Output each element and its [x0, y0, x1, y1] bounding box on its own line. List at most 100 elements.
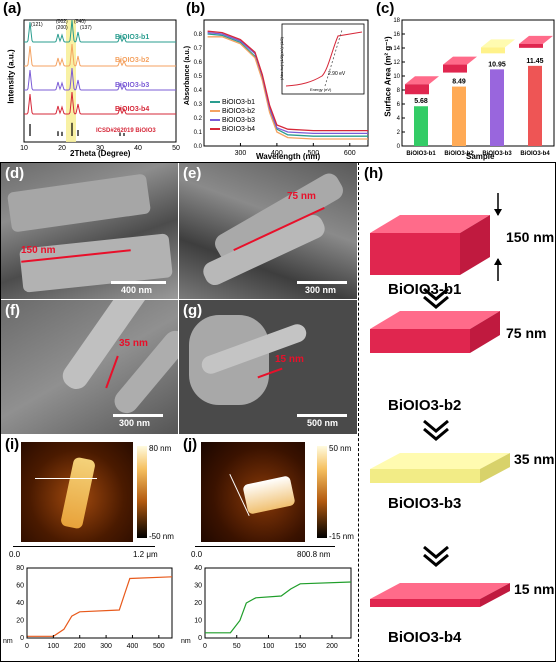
scale-bar-label: 400 nm	[121, 285, 153, 295]
x-tick-label: 500	[153, 643, 165, 650]
sem-image-g: 15 nm 500 nm (g)	[179, 300, 357, 434]
scan-start: 0.0	[191, 550, 203, 559]
scan-axis	[195, 546, 335, 547]
arrow-icon	[494, 258, 502, 265]
legend: BiOIO3-b1 BiOIO3-b2 BiOIO3-b3 BiOIO3-b4	[210, 98, 255, 134]
chevron-down-icon	[423, 545, 449, 567]
sample-label: BiOIO3-b4	[388, 629, 462, 646]
x-tick-label: 100	[48, 643, 60, 650]
x-tick-label: 40	[134, 145, 142, 152]
divider	[358, 162, 360, 662]
y-tick-label: 20	[194, 600, 202, 607]
sem-image-d: 150 nm 400 nm (d)	[1, 163, 178, 299]
y-tick-label: 12	[393, 60, 400, 66]
x-tick-label: 10	[20, 145, 28, 152]
colorbar-max: 80 nm	[149, 444, 172, 453]
x-tick-label: BiOIO3-b2	[444, 151, 474, 157]
y-tick-label: 0.1	[194, 130, 203, 136]
x-axis-label: Sample	[466, 152, 495, 161]
y-tick-label: 0.0	[194, 144, 203, 150]
slab-icon	[481, 47, 505, 54]
x-tick-label: 400	[271, 150, 283, 157]
scale-bar	[297, 414, 347, 417]
panel-label: (b)	[186, 0, 206, 17]
unit-label: nm	[181, 638, 191, 645]
scan-start: 0.0	[9, 550, 21, 559]
series-label: BiOIO3-b1	[115, 34, 150, 41]
thickness-label: 15 nm	[514, 581, 555, 597]
y-tick-label: 10	[194, 618, 202, 625]
afm-particle	[59, 456, 97, 530]
xrd-chart: 10 20 30 40 50	[20, 19, 180, 152]
x-tick-label: BiOIO3-b1	[406, 151, 436, 157]
x-axis-label: Wavelength (nm)	[256, 152, 321, 161]
y-tick-label: 16	[393, 32, 400, 38]
bar-value-label: 5.68	[414, 98, 428, 105]
scan-end: 1.2 μm	[133, 550, 158, 559]
x-tick-label: 200	[74, 643, 86, 650]
x-tick-label: 500	[307, 150, 319, 157]
dimension-label: 15 nm	[275, 354, 304, 365]
uv-chart: 300 400 500 600 0.0 0.1 0.2 0.3 0.4 0.5 0.6 0.7 0.8	[194, 19, 369, 157]
peak-label: (200)	[56, 25, 68, 31]
panel-label: (i)	[5, 436, 20, 453]
panel-label: (g)	[183, 302, 203, 319]
bar-value-label: 10.95	[488, 61, 506, 68]
y-tick-label: 0	[20, 635, 24, 642]
height-profile-i: 0 20 40 60 80 0 100 200 300 400 500	[16, 565, 173, 650]
x-tick-label: 600	[344, 150, 356, 157]
y-tick-label: 60	[16, 583, 24, 590]
panel-i: (i) 80 nm -50 nm 0.0 1.2 μm 0 20 40 60 80 0 10…	[1, 436, 178, 662]
dimension-label: 35 nm	[119, 338, 148, 349]
panel-label: (f)	[5, 302, 20, 319]
series-label: BiOIO3-b2	[115, 57, 150, 64]
sample-label: BiOIO3-b3	[388, 495, 462, 512]
thickness-label: 150 nm	[506, 229, 555, 245]
colorbar-min: -50 nm	[149, 532, 174, 541]
profile-line	[205, 581, 352, 634]
thickness-schematic	[370, 193, 510, 607]
bar-value-label: 8.49	[452, 79, 466, 86]
y-axis-label: Surface Area (m² g⁻¹)	[383, 36, 393, 117]
y-tick-label: 0.4	[194, 88, 203, 94]
y-tick-label: 0.2	[194, 116, 203, 122]
y-tick-label: 30	[194, 583, 202, 590]
sem-image-e: 75 nm 300 nm (e)	[179, 163, 357, 299]
series-line	[207, 30, 368, 132]
peak-label: (137)	[80, 25, 92, 31]
x-tick-label: 30	[96, 145, 104, 152]
y-tick-label: 0.6	[194, 60, 203, 66]
scan-axis	[13, 546, 155, 547]
y-tick-label: 6	[397, 102, 401, 108]
afm-image	[21, 442, 133, 542]
x-tick-label: 300	[235, 150, 247, 157]
inset-frame	[281, 23, 365, 95]
y-tick-label: 2	[397, 130, 401, 136]
x-tick-label: BiOIO3-b4	[520, 151, 550, 157]
xrd-pattern	[24, 43, 176, 67]
y-tick-label: 80	[16, 565, 24, 572]
xrd-pattern	[24, 67, 176, 91]
slab-icon	[405, 84, 429, 95]
unit-label: nm	[3, 638, 13, 645]
xrd-pattern	[24, 19, 176, 43]
inset-value: 2.90 eV	[328, 71, 346, 77]
sem-image-f: 35 nm 300 nm (f)	[1, 300, 178, 434]
sample-label: BiOIO3-b1	[388, 281, 462, 298]
chevron-down-icon	[423, 287, 449, 309]
peak-label: (040)	[74, 19, 86, 25]
panel-a: 10 20 30 40 50 (a) Intensity (a.u.) 2Theta (…	[0, 0, 182, 160]
x-tick-label: 200	[326, 643, 338, 650]
series-line	[207, 36, 368, 140]
surface-area-chart: 0 2 4 6 8 10 12 14 16 18 5.68 BiOIO3-b1 8.49 BiOIO3-…	[393, 18, 555, 157]
y-axis-label: Absorbance (a.u.)	[184, 45, 192, 106]
xrd-pattern	[24, 91, 176, 115]
scan-end: 800.8 nm	[297, 550, 331, 559]
x-tick-label: 0	[25, 643, 29, 650]
slab-b1	[370, 215, 490, 275]
afm-image	[201, 442, 305, 542]
y-tick-label: 18	[393, 18, 400, 24]
thickness-label: 35 nm	[514, 451, 555, 467]
bar-value-label: 11.45	[526, 58, 543, 65]
inset-y-label: (Abs·hν)^(1/2)(eV)^(1/2)	[278, 37, 284, 80]
